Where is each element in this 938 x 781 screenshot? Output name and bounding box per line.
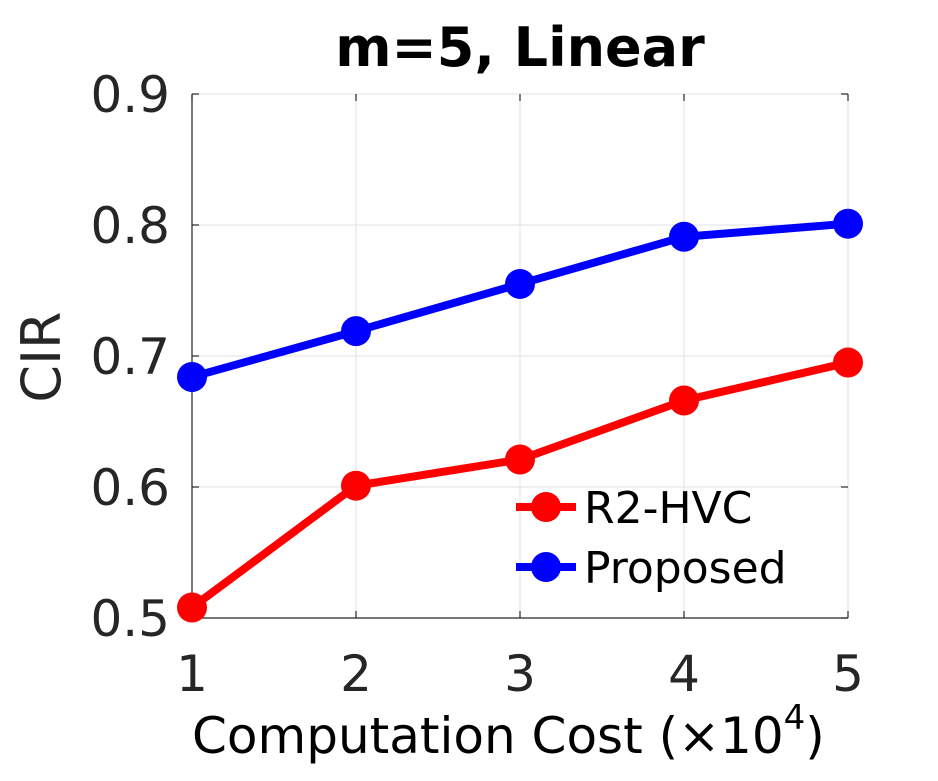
y-tick-label: 0.6 bbox=[90, 459, 170, 517]
x-tick-label: 5 bbox=[832, 645, 864, 703]
data-point bbox=[669, 221, 699, 252]
y-tick-label: 0.9 bbox=[90, 66, 170, 124]
y-axis-label: CIR bbox=[10, 311, 73, 402]
x-tick-label: 1 bbox=[176, 645, 208, 703]
data-point bbox=[505, 444, 535, 475]
x-axis-label: Computation Cost (×104) bbox=[192, 698, 825, 765]
axes: 1 2 3 4 5 0.5 0.6 0.7 0.8 0.9 bbox=[90, 66, 863, 703]
legend-marker bbox=[531, 492, 561, 522]
legend: R2-HVC Proposed bbox=[516, 483, 787, 594]
y-tick-label: 0.5 bbox=[90, 590, 170, 648]
data-point bbox=[833, 208, 863, 239]
data-point bbox=[341, 316, 371, 347]
y-tick-label: 0.7 bbox=[90, 328, 170, 386]
data-point bbox=[833, 347, 863, 378]
series-layer bbox=[177, 208, 863, 623]
y-tick-label: 0.8 bbox=[90, 197, 170, 255]
x-tick-label: 3 bbox=[504, 645, 536, 703]
data-point bbox=[341, 470, 371, 501]
x-tick-label: 4 bbox=[668, 645, 700, 703]
legend-label: R2-HVC bbox=[584, 483, 752, 534]
x-axis-label-close: ) bbox=[805, 707, 825, 765]
legend-marker bbox=[531, 552, 561, 582]
series-r2-hvc bbox=[177, 347, 863, 623]
x-axis-label-exponent: 4 bbox=[784, 698, 806, 738]
data-point bbox=[177, 361, 207, 392]
chart-title: m=5, Linear bbox=[335, 16, 705, 79]
data-point bbox=[669, 385, 699, 416]
x-tick-label: 2 bbox=[340, 645, 372, 703]
x-axis-label-times: × bbox=[678, 707, 720, 765]
x-axis-label-text: Computation Cost ( bbox=[192, 707, 678, 765]
data-point bbox=[177, 592, 207, 623]
legend-label: Proposed bbox=[584, 543, 787, 594]
data-point bbox=[505, 268, 535, 299]
series-proposed bbox=[177, 208, 863, 392]
x-axis-label-base: 10 bbox=[720, 707, 784, 765]
